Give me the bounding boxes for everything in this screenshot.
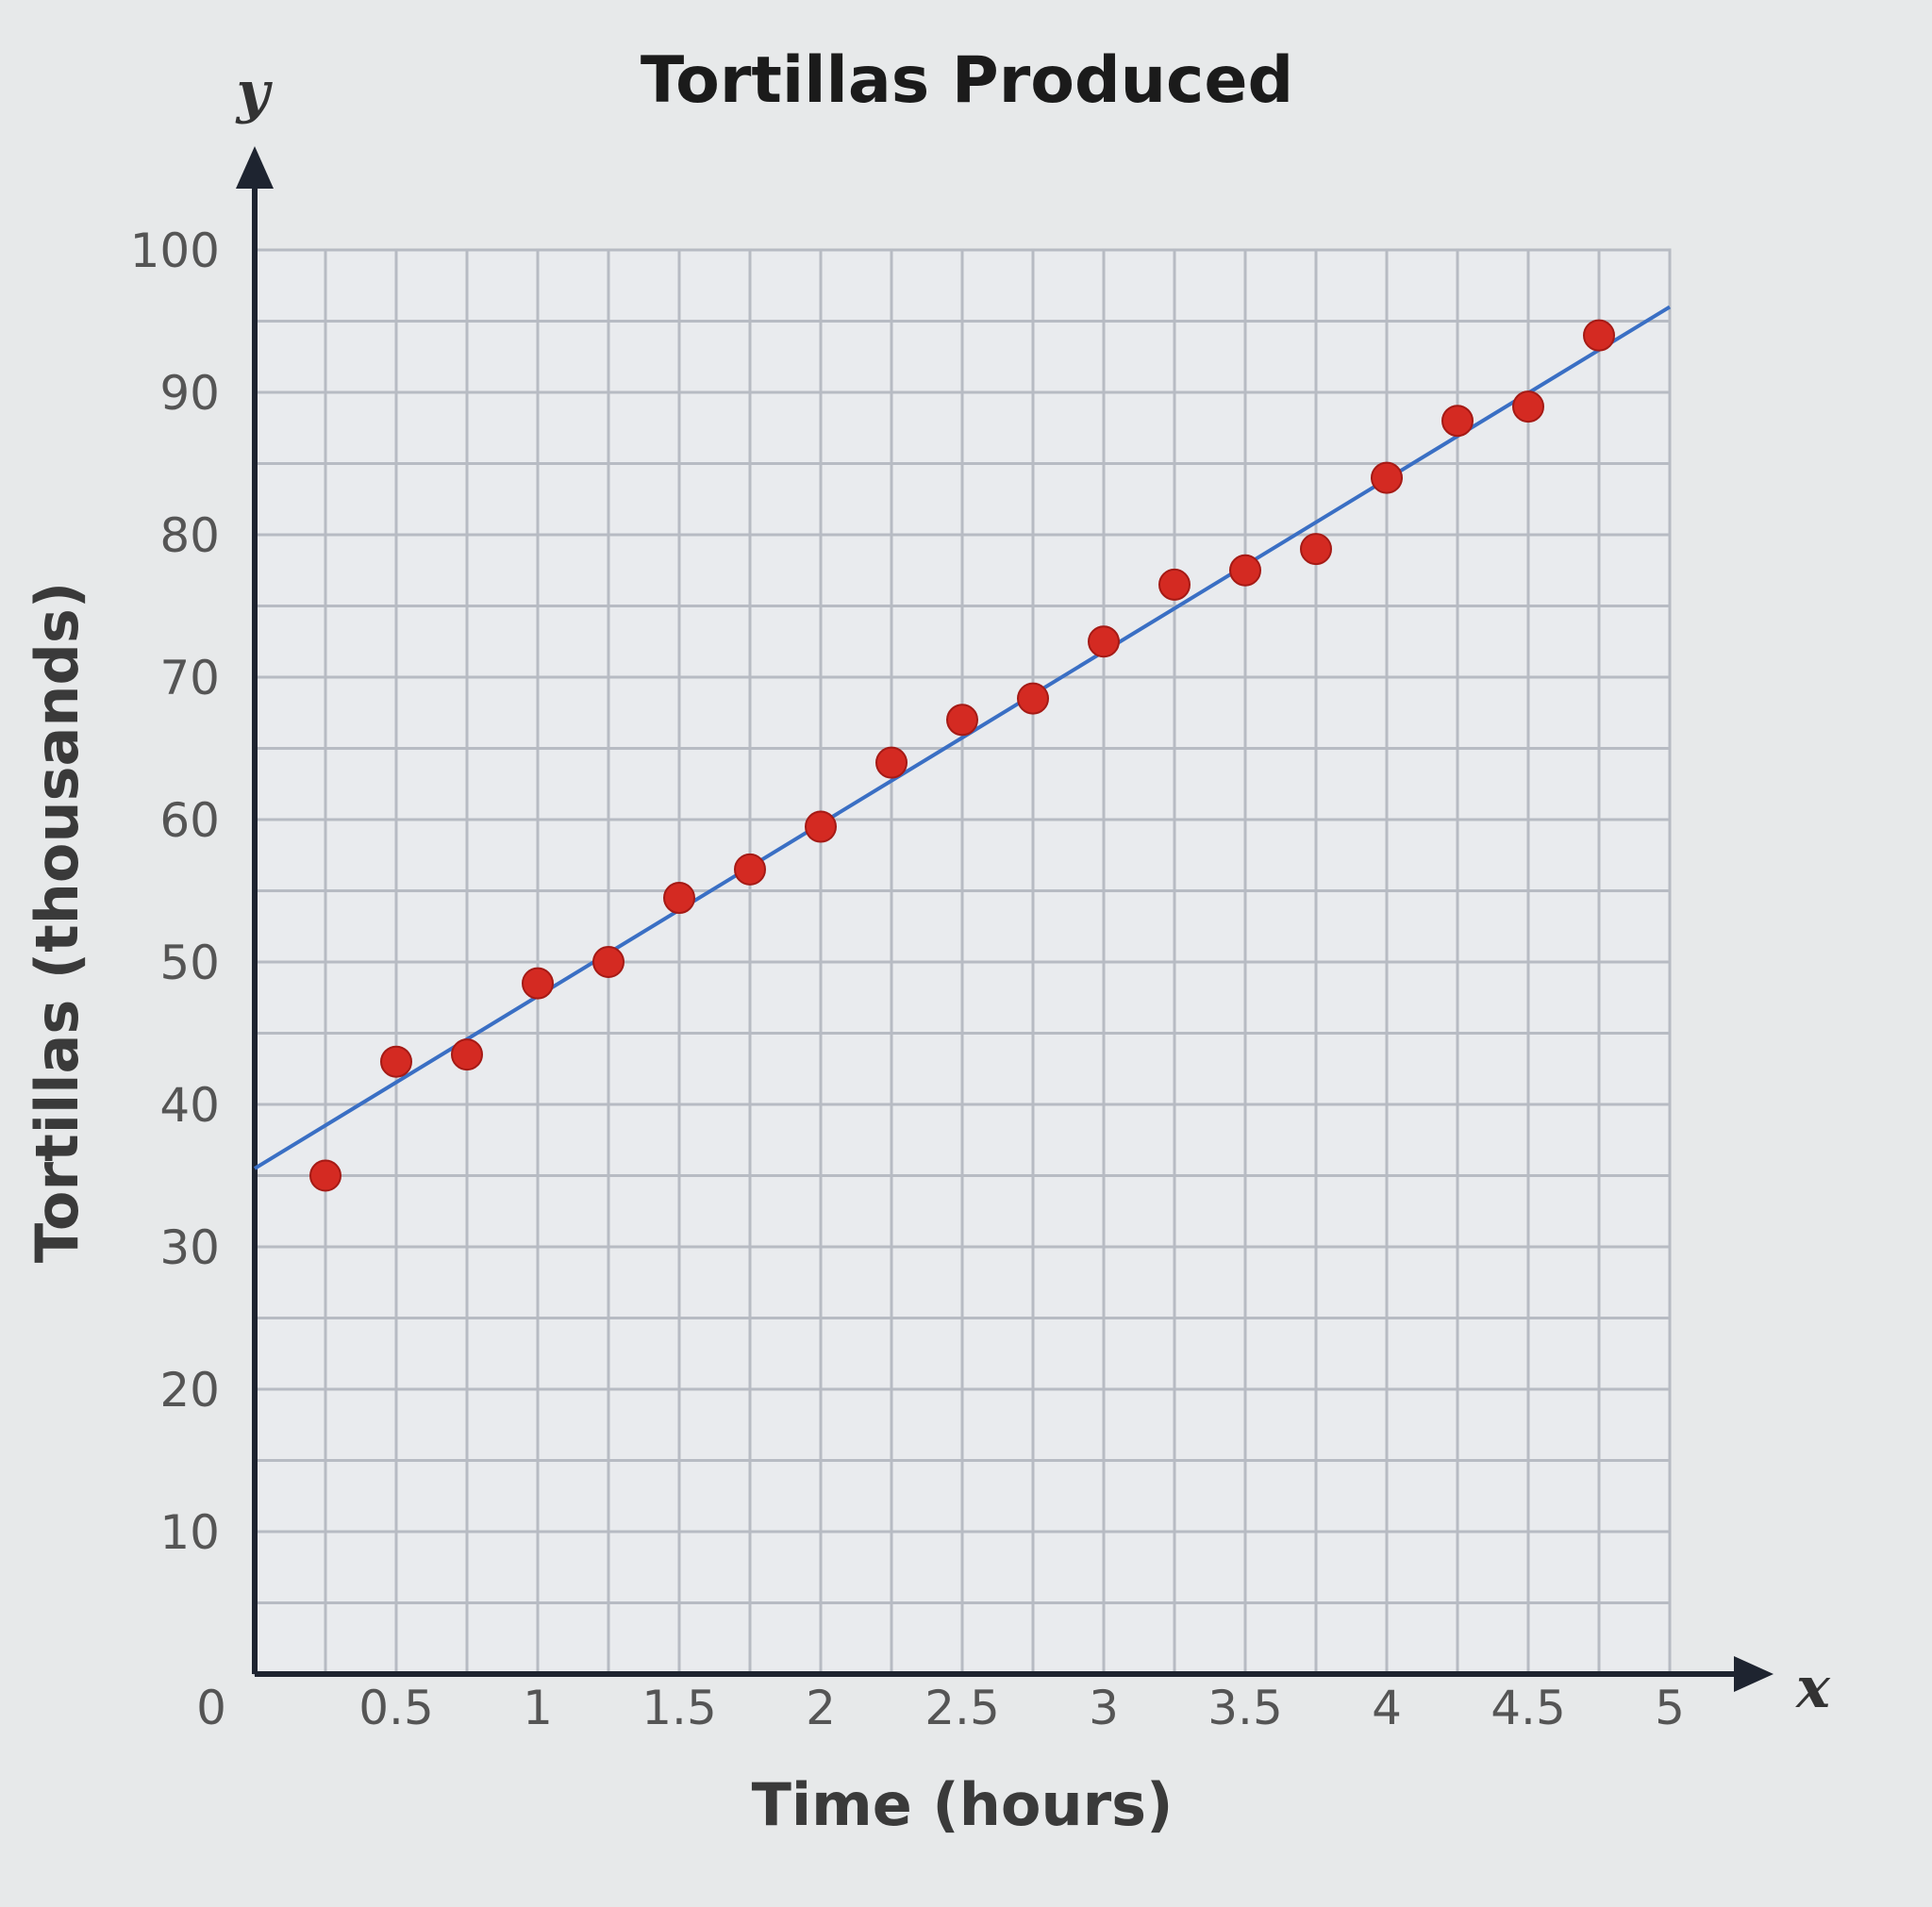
data-point bbox=[309, 1159, 341, 1192]
y-tick-label: 30 bbox=[159, 1220, 220, 1275]
y-tick-label: 90 bbox=[159, 366, 220, 421]
x-tick-label: 4.5 bbox=[1491, 1681, 1566, 1735]
x-tick-label: 1.5 bbox=[641, 1681, 717, 1735]
x-tick-label: 4 bbox=[1372, 1681, 1402, 1735]
y-tick-label: 100 bbox=[130, 224, 220, 278]
data-point bbox=[1017, 682, 1049, 715]
data-point bbox=[1371, 461, 1403, 494]
data-point bbox=[592, 946, 625, 978]
data-point bbox=[1441, 405, 1474, 438]
y-tick-label: 60 bbox=[159, 793, 220, 848]
y-tick-label: 40 bbox=[159, 1078, 220, 1133]
x-tick-label: 2.5 bbox=[924, 1681, 1000, 1735]
x-tick-label: 0.5 bbox=[358, 1681, 434, 1735]
x-tick-labels: 0.5 1 1.5 2 2.5 3 3.5 4 4.5 5 bbox=[358, 1681, 1685, 1735]
x-tick-label: 2 bbox=[806, 1681, 836, 1735]
data-point bbox=[451, 1038, 483, 1071]
data-point bbox=[805, 810, 837, 843]
axes bbox=[236, 146, 1774, 1692]
data-point bbox=[663, 882, 695, 915]
y-tick-label: 50 bbox=[159, 936, 220, 990]
y-tick-label: 20 bbox=[159, 1363, 220, 1418]
x-axis-letter: x bbox=[1794, 1655, 1831, 1721]
data-point bbox=[1300, 533, 1332, 566]
data-point bbox=[1583, 319, 1615, 352]
x-tick-label: 3 bbox=[1089, 1681, 1119, 1735]
data-point bbox=[1229, 554, 1261, 587]
x-axis-arrow bbox=[1734, 1656, 1774, 1692]
y-tick-label: 80 bbox=[159, 508, 220, 563]
y-axis-label: Tortillas (thousands) bbox=[23, 582, 92, 1263]
data-point bbox=[1158, 568, 1191, 601]
y-axis-letter: y bbox=[235, 59, 274, 125]
y-tick-labels: 10 20 30 40 50 60 70 80 90 100 bbox=[130, 224, 220, 1560]
data-point bbox=[1088, 625, 1120, 658]
data-point bbox=[522, 967, 554, 1000]
x-axis-label: Time (hours) bbox=[752, 1770, 1174, 1839]
y-axis-arrow bbox=[236, 146, 274, 189]
x-tick-label: 1 bbox=[523, 1681, 553, 1735]
origin-label: 0 bbox=[196, 1681, 226, 1735]
trend-line bbox=[253, 305, 1672, 1170]
x-tick-label: 5 bbox=[1655, 1681, 1685, 1735]
data-points bbox=[309, 319, 1615, 1192]
data-point bbox=[380, 1045, 412, 1078]
grid bbox=[253, 248, 1672, 1676]
data-point bbox=[946, 704, 978, 737]
x-tick-label: 3.5 bbox=[1208, 1681, 1283, 1735]
data-point bbox=[1512, 390, 1544, 423]
trend-line-group bbox=[253, 305, 1672, 1170]
data-point bbox=[734, 853, 766, 886]
chart-title: Tortillas Produced bbox=[641, 43, 1293, 118]
y-tick-label: 10 bbox=[159, 1505, 220, 1560]
y-tick-label: 70 bbox=[159, 651, 220, 705]
data-point bbox=[875, 746, 908, 779]
